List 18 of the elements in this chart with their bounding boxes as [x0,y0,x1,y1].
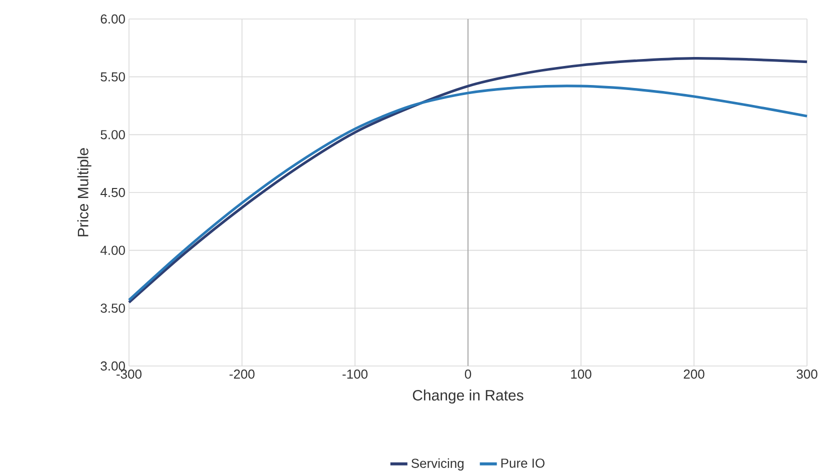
y-tick-label: 5.50 [100,72,125,82]
x-tick-label: 0 [464,370,472,379]
y-tick-label: 6.00 [100,14,125,24]
x-tick-label: -200 [230,370,254,379]
x-tick-label: 100 [571,370,592,379]
x-tick-label: -300 [116,370,142,379]
legend-label: Servicing [411,458,464,471]
x-tick-label: 300 [796,370,818,379]
y-tick-label: 3.50 [100,304,125,313]
legend-label: Pure IO [501,458,544,468]
y-tick-label: 4.00 [100,246,125,255]
x-tick-label: 200 [684,370,704,379]
y-tick-label: 4.50 [100,188,125,198]
y-tick-label: 3.00 [100,361,125,371]
x-tick-label: -100 [342,370,368,379]
x-axis-title: Change in Rates [412,390,524,404]
y-axis-title: Price Multiple [77,148,92,236]
y-tick-label: 5.00 [100,130,125,140]
